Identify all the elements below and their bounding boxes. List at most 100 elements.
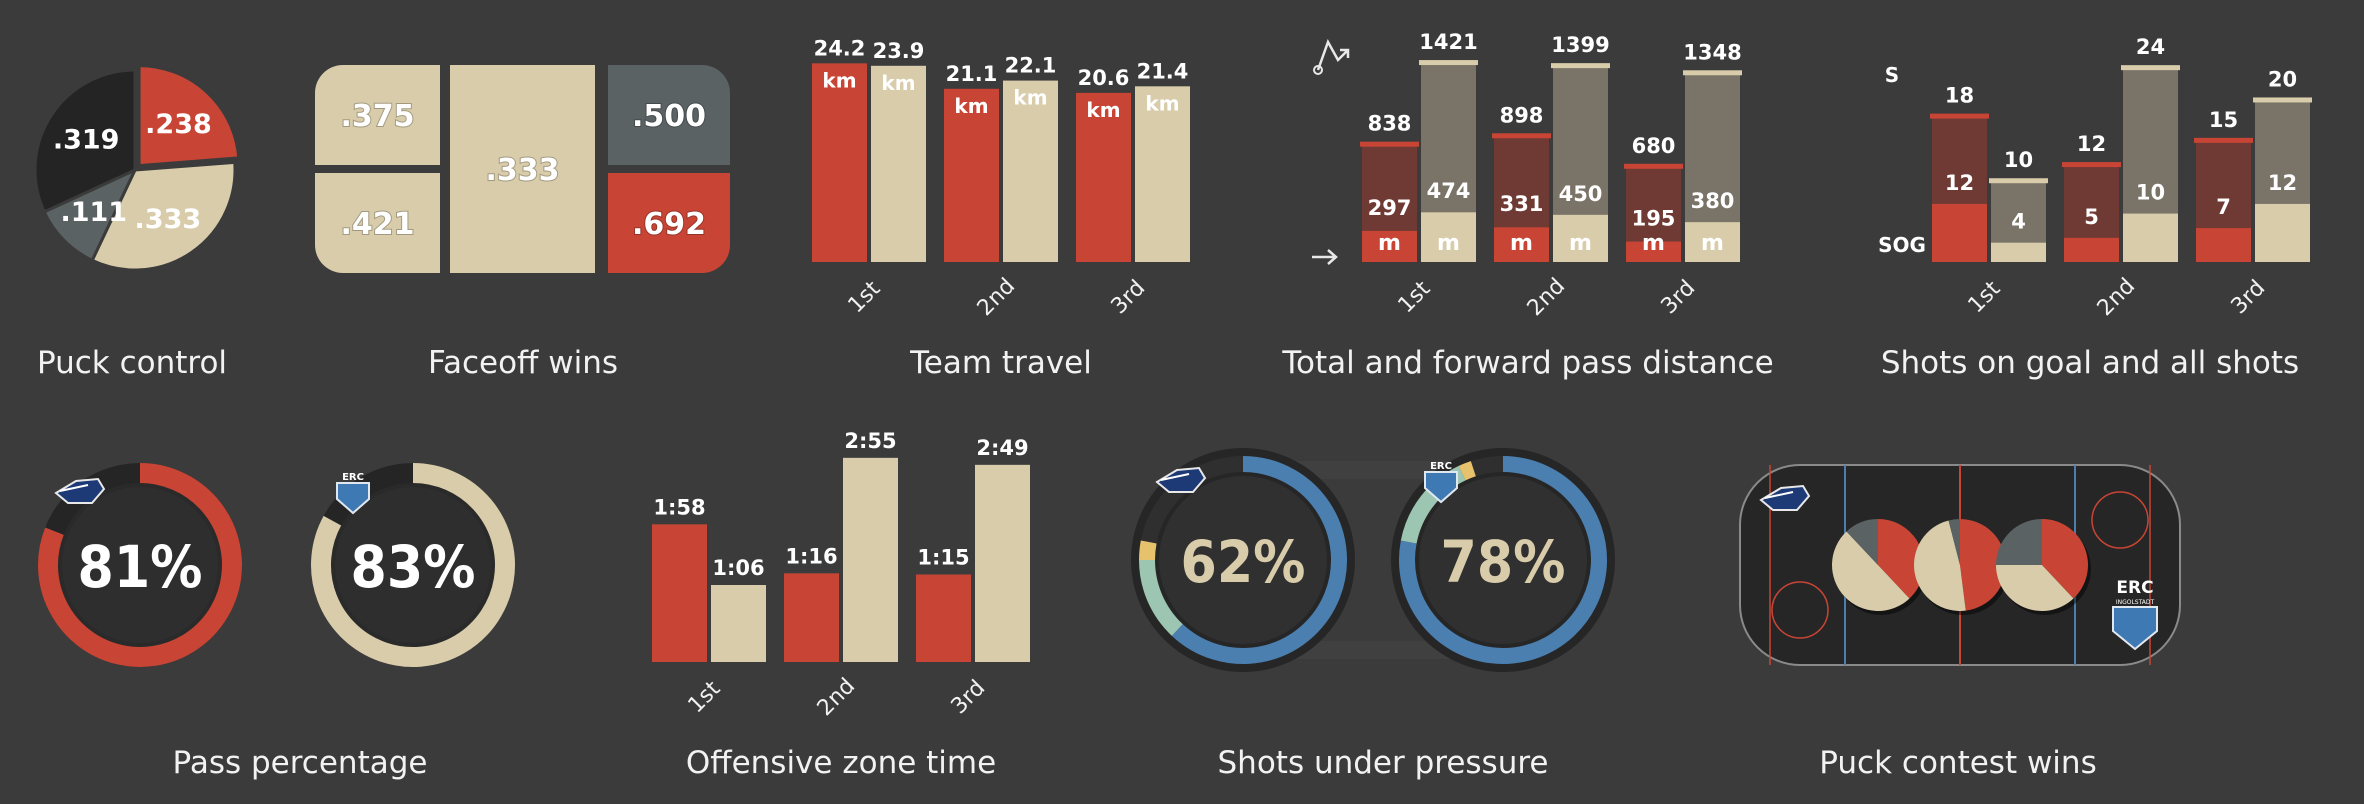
bar-shots-cap bbox=[2121, 65, 2180, 71]
bar-unit: m bbox=[1569, 231, 1592, 256]
donut-label: 78% bbox=[1441, 528, 1566, 596]
bar-value: 22.1 bbox=[1005, 54, 1057, 78]
bar bbox=[944, 88, 999, 262]
bar-total bbox=[1362, 144, 1417, 231]
pie-slice bbox=[1846, 519, 1878, 565]
bar-total-cap bbox=[1492, 133, 1551, 139]
bar-forward-value: 450 bbox=[1559, 182, 1603, 206]
shield-icon bbox=[2112, 606, 2158, 651]
bar-on-goal bbox=[2064, 237, 2119, 262]
bar-value: 21.1 bbox=[946, 62, 998, 86]
treemap-cells bbox=[315, 65, 730, 273]
bar-total-cap bbox=[1419, 60, 1478, 66]
bar-total-cap bbox=[1360, 141, 1419, 147]
bar-shots-value: 12 bbox=[2077, 132, 2106, 156]
badge-text: ERC bbox=[1430, 461, 1452, 472]
bar-forward bbox=[1362, 230, 1417, 262]
slice-label: .111 bbox=[60, 197, 127, 228]
bar-forward bbox=[1685, 222, 1740, 262]
bar bbox=[784, 573, 839, 662]
bar-shots bbox=[1932, 116, 1987, 204]
pie-slice bbox=[1948, 519, 1960, 565]
label-shots: S bbox=[1885, 63, 1899, 87]
bar-forward bbox=[1626, 241, 1681, 262]
x-tick: 3rd bbox=[947, 676, 991, 720]
bar-shots-cap bbox=[2253, 97, 2312, 103]
wings-icon bbox=[1155, 466, 1207, 493]
bar-on-goal bbox=[2196, 228, 2251, 262]
donut-arc bbox=[311, 463, 515, 667]
team-logo-icon bbox=[1155, 466, 1207, 493]
donut-label: 62% bbox=[1181, 528, 1306, 596]
donut-segment bbox=[1399, 456, 1607, 664]
bar-shots-value: 18 bbox=[1945, 84, 1974, 108]
pie-slice bbox=[1832, 531, 1910, 611]
caption-pass-percentage: Pass percentage bbox=[172, 745, 428, 781]
donut-inner bbox=[62, 487, 218, 643]
caption-offensive-zone-time: Offensive zone time bbox=[685, 745, 997, 781]
bar-shots-cap bbox=[2062, 162, 2121, 168]
bar-total bbox=[1626, 166, 1681, 242]
x-tick: 1st bbox=[684, 676, 726, 718]
bar-value: 2:49 bbox=[976, 436, 1028, 460]
x-tick: 3rd bbox=[1107, 276, 1151, 320]
bar-value: 1:15 bbox=[917, 546, 969, 570]
label-sog: SOG bbox=[1878, 233, 1926, 257]
bar bbox=[843, 457, 898, 662]
bar-shots-value: 10 bbox=[2004, 148, 2033, 172]
bar-total-cap bbox=[1624, 163, 1683, 169]
bar-shots-value: 20 bbox=[2268, 67, 2297, 91]
x-tick: 2nd bbox=[1523, 274, 1570, 321]
bar-unit: m bbox=[1378, 231, 1401, 256]
wings-icon bbox=[1759, 484, 1811, 511]
bar-total-value: 898 bbox=[1500, 103, 1544, 127]
caption-team-travel: Team travel bbox=[910, 345, 1092, 381]
team-logo-icon bbox=[54, 477, 106, 504]
treemap-label: .692 bbox=[632, 207, 706, 242]
bar-unit: km bbox=[822, 68, 856, 92]
bar-on-goal bbox=[2255, 203, 2310, 262]
bar-total-value: 1348 bbox=[1683, 40, 1741, 64]
forward-arrow-icon bbox=[1312, 249, 1338, 265]
faceoff-wins-chart: .375 .421 .333 .500 .692 bbox=[315, 65, 730, 273]
team-logo-icon: ERC bbox=[1424, 461, 1458, 504]
team-travel-chart: 24.2 km 23.9 km 1st 21.1 km 22.1 km 2nd 20.6 km 21.4… bbox=[812, 36, 1190, 321]
shots-chart: S SOG 18 12 10 4 1st 12 5 24 10 2nd 15 7 20 12 3rd bbox=[1878, 35, 2312, 321]
pie-slice bbox=[1878, 519, 1924, 599]
bar-value: 2:55 bbox=[844, 429, 896, 453]
bar-total-cap bbox=[1551, 63, 1610, 69]
bar-forward-value: 474 bbox=[1427, 179, 1471, 203]
bar-shots bbox=[2123, 68, 2178, 214]
donut-inner bbox=[335, 487, 491, 643]
caption-shots: Shots on goal and all shots bbox=[1880, 345, 2300, 381]
bar-forward-value: 195 bbox=[1632, 207, 1676, 231]
x-tick: 2nd bbox=[2093, 274, 2140, 321]
pie-slice bbox=[1960, 519, 2007, 611]
pie-slice bbox=[2042, 519, 2088, 599]
bar-total-cap bbox=[1683, 70, 1742, 76]
x-tick: 1st bbox=[1394, 276, 1436, 318]
caption-pass-distance: Total and forward pass distance bbox=[1282, 345, 1774, 381]
bar-total bbox=[1553, 66, 1608, 215]
pie-slice bbox=[1996, 519, 2042, 565]
bar-value: 23.9 bbox=[873, 39, 925, 63]
x-tick: 3rd bbox=[1657, 276, 1701, 320]
caption-shots-under-pressure: Shots under pressure bbox=[1217, 745, 1549, 781]
bar-on-goal-value: 5 bbox=[2084, 205, 2099, 229]
donut-segment bbox=[1139, 559, 1183, 636]
pass-route-icon-dot bbox=[1313, 65, 1323, 75]
treemap-label: .333 bbox=[485, 153, 559, 188]
treemap-label: .421 bbox=[340, 207, 414, 242]
wild-wings-logo-icon bbox=[1759, 484, 1811, 511]
bar-forward bbox=[1553, 214, 1608, 262]
offensive-zone-time-chart: 1:58 1:06 1st 1:16 2:55 2nd 1:15 2:49 3rd bbox=[652, 429, 1030, 721]
caption-puck-control: Puck control bbox=[36, 345, 228, 381]
treemap-cell bbox=[608, 173, 730, 273]
donut-segment bbox=[1458, 461, 1476, 481]
bar-value: 24.2 bbox=[814, 36, 866, 60]
logo-text: ERC bbox=[2116, 578, 2153, 598]
bar-total-value: 1421 bbox=[1419, 30, 1477, 54]
donut-segment bbox=[1139, 540, 1157, 561]
bar-on-goal bbox=[1991, 242, 2046, 262]
